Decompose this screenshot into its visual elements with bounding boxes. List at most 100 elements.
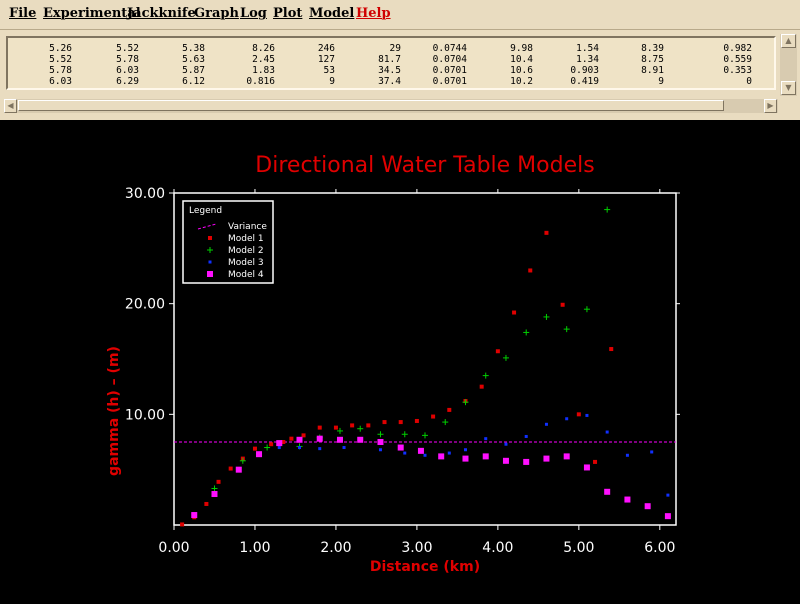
model3-point [318, 447, 322, 451]
menu-jackknife[interactable]: Jackknife [127, 6, 196, 21]
model3-point [565, 417, 569, 421]
legend-variance-marker [197, 223, 217, 230]
table-row: 6.03 6.29 6.12 0.816 9 37.4 0.0701 10.2 0.419 9 0 [8, 76, 774, 87]
menu-log[interactable]: Log [240, 6, 267, 21]
legend-entry-label: Model 2 [228, 246, 264, 256]
legend-entry-label: Model 3 [228, 258, 264, 268]
vertical-scrollbar[interactable]: ▲ ▼ [780, 34, 797, 96]
model3-point [484, 437, 488, 441]
table-cell: 1.83 [252, 65, 275, 76]
table-cell: 6.03 [49, 76, 72, 87]
model3-point [298, 446, 301, 450]
model1-point [228, 466, 233, 471]
table-cell: 2.45 [252, 54, 275, 65]
model3-point [585, 413, 589, 417]
model1-point [350, 423, 355, 428]
table-cell: 0.816 [246, 76, 275, 87]
model1-point [512, 310, 517, 315]
y-tick-label: 20.00 [125, 297, 165, 313]
table-cell: 5.78 [116, 54, 139, 65]
table-cell: 34.5 [378, 65, 401, 76]
menu-bar: File Experimental Jackknife Graph Log Plot Mod… [0, 0, 800, 30]
legend-model3-marker [208, 260, 212, 264]
table-cell: 6.03 [116, 65, 139, 76]
x-tick-label: 1.00 [239, 540, 270, 556]
model1-point [204, 501, 209, 506]
legend-model1-marker [208, 236, 212, 240]
model4-point [357, 436, 364, 443]
table-cell: 0.0701 [432, 65, 467, 76]
model4-point [296, 436, 303, 443]
table-row: 5.52 5.78 5.63 2.45 127 81.7 0.0704 10.4 1.34 8.7… [8, 54, 774, 65]
table-cell: 37.4 [378, 76, 401, 87]
table-cell: 10.2 [510, 76, 533, 87]
menu-plot[interactable]: Plot [273, 6, 303, 21]
model1-point [560, 302, 565, 307]
table-cell: 0.0701 [432, 76, 467, 87]
results-table[interactable]: 5.26 5.52 5.38 8.26 246 29 0.0744 9.98 1.54 8.39 0… [6, 36, 776, 90]
menu-help[interactable]: Help [356, 6, 391, 21]
model4-point [316, 435, 323, 442]
model1-point [479, 384, 484, 389]
model3-point [423, 453, 427, 457]
model1-point [544, 230, 549, 235]
table-cell: 9 [329, 76, 335, 87]
model4-point [235, 466, 242, 473]
x-tick-label: 6.00 [644, 540, 675, 556]
model3-point [463, 448, 467, 452]
table-cell: 6.12 [182, 76, 205, 87]
table-cell: 0.353 [723, 65, 752, 76]
model3-point [605, 430, 609, 434]
model1-point [281, 440, 286, 444]
table-cell: 5.52 [116, 43, 139, 54]
model3-point [666, 493, 670, 497]
model4-point [211, 491, 218, 498]
menu-model[interactable]: Model [309, 6, 355, 21]
table-cell: 0.982 [723, 43, 752, 54]
model4-point [604, 488, 611, 495]
model4-point [644, 503, 651, 510]
model1-point [382, 420, 387, 425]
table-cell: 6.29 [116, 76, 139, 87]
model4-point [543, 455, 550, 462]
table-cell: 10.4 [510, 54, 533, 65]
model1-point [317, 425, 322, 430]
model1-point [180, 522, 185, 527]
model1-point [528, 268, 533, 273]
model1-point [593, 459, 598, 464]
model1-point [289, 436, 294, 441]
legend-title: Legend [189, 206, 222, 216]
model4-point [523, 458, 530, 465]
chart-title: Directional Water Table Models [255, 153, 594, 178]
model1-point [447, 407, 452, 412]
model3-point [504, 442, 508, 446]
table-cell: 8.75 [641, 54, 664, 65]
model1-point [431, 414, 436, 419]
horizontal-scroll-thumb[interactable] [18, 100, 724, 111]
horizontal-scrollbar[interactable]: ◀ ▶ [4, 99, 778, 113]
plot-area: Directional Water Table Models Distance … [0, 120, 800, 600]
table-cell: 8.26 [252, 43, 275, 54]
legend-model4-marker [207, 271, 213, 277]
model1-point [333, 425, 338, 430]
y-tick-label: 10.00 [125, 407, 165, 423]
table-cell: 0 [746, 76, 752, 87]
x-tick-label: 3.00 [401, 540, 432, 556]
scroll-left-icon[interactable]: ◀ [4, 99, 17, 113]
scroll-up-icon[interactable]: ▲ [781, 34, 796, 48]
table-cell: 1.34 [576, 54, 599, 65]
x-tick-label: 2.00 [320, 540, 351, 556]
model4-point [664, 513, 671, 520]
table-cell: 0.0744 [432, 43, 467, 54]
table-cell: 0.559 [723, 54, 752, 65]
menu-file[interactable]: File [9, 6, 37, 21]
model3-point [544, 422, 548, 426]
table-cell: 5.78 [49, 65, 72, 76]
table-cell: 0.419 [570, 76, 599, 87]
scroll-right-icon[interactable]: ▶ [764, 99, 777, 113]
menu-graph[interactable]: Graph [194, 6, 239, 21]
menu-experimental[interactable]: Experimental [43, 6, 141, 21]
model4-point [256, 451, 263, 458]
model1-point [269, 442, 274, 447]
scroll-down-icon[interactable]: ▼ [781, 81, 796, 95]
